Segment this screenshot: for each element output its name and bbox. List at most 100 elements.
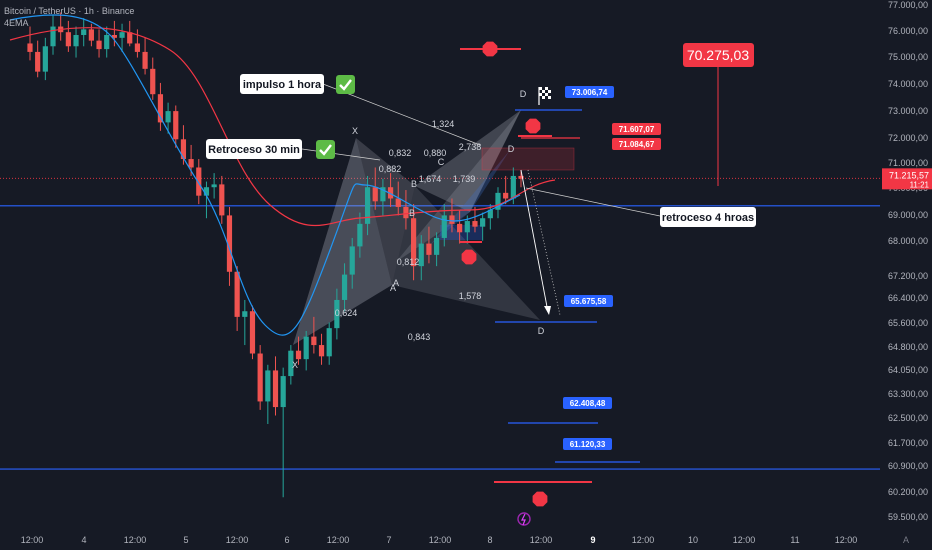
candle-body bbox=[426, 243, 432, 255]
candle-body bbox=[96, 40, 102, 50]
countdown-text: 11:21 bbox=[910, 180, 930, 189]
point-label: D bbox=[520, 89, 527, 99]
point-label: D bbox=[538, 326, 545, 336]
candle-body bbox=[349, 246, 355, 275]
target-label: 71.607,07 bbox=[619, 125, 655, 134]
x-tick-label: 10 bbox=[688, 535, 698, 545]
candle-body bbox=[403, 206, 409, 219]
flag-square bbox=[542, 93, 545, 96]
candle-body bbox=[134, 43, 141, 52]
candle-body bbox=[495, 192, 501, 210]
candle-body bbox=[249, 311, 256, 354]
big-price-label-bg bbox=[683, 43, 754, 67]
candle-body bbox=[81, 29, 87, 36]
symbol-title[interactable]: Bitcoin / TetherUS · 1h · Binance bbox=[4, 6, 135, 16]
candle-body bbox=[418, 243, 424, 267]
candle-body bbox=[334, 299, 340, 329]
callout-text: impulso 1 hora bbox=[243, 79, 322, 91]
target-label: 71.084,67 bbox=[619, 140, 655, 149]
candle-body bbox=[510, 175, 516, 199]
flag-square bbox=[545, 87, 548, 90]
projection-arrow bbox=[520, 169, 549, 313]
x-tick-label: 12:00 bbox=[21, 535, 44, 545]
flag-square bbox=[545, 93, 548, 96]
point-label: B bbox=[411, 179, 417, 189]
candle-body bbox=[518, 175, 524, 179]
candle-body bbox=[288, 350, 294, 377]
candle-body bbox=[357, 223, 363, 247]
x-tick-label: 7 bbox=[386, 535, 391, 545]
stop-icon bbox=[532, 491, 548, 507]
y-tick-label: 76.000,00 bbox=[888, 26, 928, 36]
candle-body bbox=[472, 221, 478, 227]
ratio-label: 1,674 bbox=[419, 174, 442, 184]
ratio-label: 0,843 bbox=[408, 332, 431, 342]
y-tick-label: 60.200,00 bbox=[888, 487, 928, 497]
check-mark bbox=[339, 79, 352, 91]
x-tick-label: 12:00 bbox=[733, 535, 756, 545]
flag-square bbox=[539, 90, 542, 93]
flag-square bbox=[539, 93, 542, 96]
candle-body bbox=[280, 376, 286, 408]
candle-body bbox=[487, 209, 493, 219]
candle-body bbox=[35, 51, 41, 72]
candle-body bbox=[272, 370, 279, 408]
indicator-label[interactable]: 4EMA bbox=[4, 18, 29, 28]
candle-body bbox=[203, 187, 210, 196]
callout-text: retroceso 4 hroas bbox=[662, 212, 754, 224]
candle-body bbox=[173, 111, 179, 140]
y-tick-label: 77.000,00 bbox=[888, 0, 928, 10]
candle-body bbox=[188, 159, 194, 168]
ratio-label: 2,738 bbox=[459, 142, 482, 152]
flag-square bbox=[548, 87, 551, 90]
flag-square bbox=[539, 96, 542, 99]
y-tick-label: 68.000,00 bbox=[888, 236, 928, 246]
y-tick-label: 74.000,00 bbox=[888, 79, 928, 89]
x-tick-label: 8 bbox=[487, 535, 492, 545]
candle-body bbox=[326, 328, 332, 357]
harmonic-triangle bbox=[415, 110, 521, 212]
target-label: 73.006,74 bbox=[572, 88, 608, 97]
y-tick-label: 69.000,00 bbox=[888, 210, 928, 220]
candle-body bbox=[234, 271, 240, 317]
current-price-text: 71.215,57 bbox=[889, 170, 929, 180]
candle-body bbox=[211, 184, 217, 188]
ratio-label: 1,578 bbox=[459, 291, 482, 301]
check-mark bbox=[319, 144, 332, 156]
y-tick-label: 66.400,00 bbox=[888, 293, 928, 303]
candle-body bbox=[157, 94, 164, 123]
target-label-bg bbox=[612, 123, 661, 135]
point-label: D bbox=[508, 144, 515, 154]
target-label-bg bbox=[612, 138, 661, 150]
candle-body bbox=[150, 68, 156, 95]
flag-square bbox=[548, 93, 551, 96]
candle-body bbox=[303, 336, 309, 360]
candle-body bbox=[503, 192, 509, 199]
y-tick-label: 64.050,00 bbox=[888, 365, 928, 375]
current-price-tag bbox=[882, 168, 932, 190]
chart-header: Bitcoin / TetherUS · 1h · Binance 4EMA bbox=[4, 5, 134, 29]
flag-square bbox=[542, 90, 545, 93]
candle-body bbox=[242, 311, 248, 317]
candle-body bbox=[65, 32, 71, 47]
candle-body bbox=[265, 370, 271, 402]
candle-body bbox=[480, 218, 486, 227]
candle-body bbox=[410, 218, 417, 267]
target-label: 65.675,58 bbox=[571, 297, 607, 306]
flag-square bbox=[545, 90, 548, 93]
y-tick-label: 63.300,00 bbox=[888, 389, 928, 399]
y-tick-label: 73.000,00 bbox=[888, 106, 928, 116]
candle-body bbox=[165, 111, 171, 123]
candle-body bbox=[88, 29, 94, 41]
flag-square bbox=[542, 87, 545, 90]
target-label-bg bbox=[564, 295, 613, 307]
candle-body bbox=[434, 237, 440, 255]
x-tick-label: 4 bbox=[81, 535, 86, 545]
ratio-label: 0,882 bbox=[379, 164, 402, 174]
harmonic-triangle bbox=[356, 138, 415, 285]
flag-square bbox=[545, 96, 548, 99]
point-label: X bbox=[292, 360, 298, 370]
candle-body bbox=[464, 221, 470, 233]
y-tick-label: 65.600,00 bbox=[888, 318, 928, 328]
